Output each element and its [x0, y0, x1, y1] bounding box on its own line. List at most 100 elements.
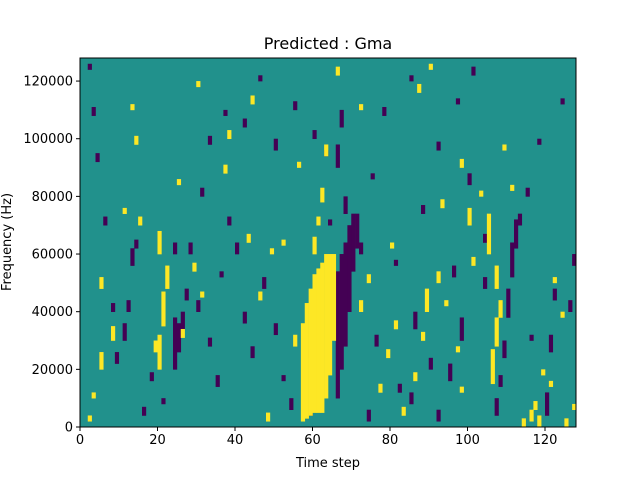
heatmap-cell-low — [428, 357, 433, 370]
heatmap-cell-high — [250, 95, 255, 105]
heatmap-cell-low — [529, 334, 534, 341]
heatmap-cell-low — [293, 101, 298, 111]
heatmap-cell-low — [339, 254, 344, 370]
heatmap-cell-low — [343, 242, 348, 347]
heatmap-cell-high — [246, 233, 251, 243]
heatmap-cell-high — [502, 144, 507, 151]
heatmap-cell-high — [467, 207, 472, 226]
heatmap-cell-low — [351, 213, 356, 272]
heatmap-cell-high — [87, 415, 92, 422]
heatmap-cell-high — [359, 300, 364, 312]
heatmap-cell-low — [122, 323, 127, 341]
heatmap-cell-low — [467, 173, 472, 186]
y-tick-label: 100000 — [23, 132, 73, 147]
heatmap-cell-low — [374, 334, 379, 347]
heatmap-cell-low — [312, 130, 317, 140]
heatmap-cell-high — [417, 83, 422, 93]
heatmap-cell-high — [494, 265, 499, 289]
heatmap-cell-high — [180, 328, 185, 338]
heatmap-cell-high — [366, 274, 371, 284]
heatmap-cell-high — [266, 412, 271, 422]
heatmap-cell-high — [471, 256, 476, 266]
heatmap-cell-high — [200, 291, 205, 298]
heatmap-cell-low — [452, 265, 457, 278]
heatmap-cell-low — [103, 216, 108, 226]
heatmap-cell-low — [328, 219, 333, 226]
y-tick-label: 20000 — [32, 363, 73, 378]
heatmap-cell-low — [510, 242, 515, 278]
heatmap-cell-low — [370, 173, 375, 180]
heatmap-cell-low — [242, 311, 247, 324]
heatmap-cell-high — [440, 199, 445, 209]
y-tick-label: 60000 — [32, 248, 73, 263]
heatmap-cell-high — [304, 303, 309, 419]
heatmap-cell-low — [87, 63, 92, 70]
heatmap-cell-low — [382, 107, 387, 116]
heatmap-cell-low — [130, 248, 135, 266]
heatmap-cell-high — [521, 418, 526, 428]
heatmap-cell-high — [130, 104, 135, 111]
heatmap-cell-low — [258, 75, 263, 82]
heatmap-cell-low — [572, 254, 577, 266]
heatmap-cell-low — [196, 300, 201, 312]
heatmap-cell-low — [455, 98, 461, 105]
heatmap-cell-high — [192, 262, 197, 272]
x-tick-label: 20 — [149, 433, 166, 448]
x-tick-label: 80 — [382, 433, 399, 448]
heatmap-cell-low — [343, 196, 348, 214]
heatmap-cell-high — [479, 190, 484, 197]
heatmap-cell-low — [359, 242, 364, 255]
heatmap-cell-low — [207, 337, 213, 347]
heatmap-cell-low — [235, 242, 240, 255]
heatmap-cell-high — [157, 230, 162, 255]
heatmap-cell-low — [176, 323, 182, 353]
heatmap-cell-low — [459, 317, 464, 341]
heatmap-cell-high — [138, 216, 143, 226]
heatmap-cell-high — [308, 288, 313, 416]
heatmap-cell-low — [227, 216, 232, 226]
heatmap-cell-low — [545, 392, 550, 416]
heatmap-cell-low — [207, 135, 213, 145]
heatmap-cell-high — [122, 207, 127, 214]
heatmap-cell-low — [161, 398, 166, 405]
heatmap-cell-high — [564, 418, 569, 428]
heatmap-cell-high — [455, 346, 461, 353]
heatmap-cell-high — [324, 144, 329, 157]
heatmap-cell-low — [517, 213, 523, 226]
heatmap-cell-low — [91, 107, 96, 116]
x-tick-label: 40 — [227, 433, 244, 448]
heatmap-cell-low — [242, 118, 247, 128]
heatmap-cell-low — [355, 213, 360, 249]
heatmap-cell-high — [91, 392, 96, 399]
heatmap-cell-low — [514, 219, 519, 249]
x-tick-label: 120 — [533, 433, 558, 448]
heatmap-cell-high — [320, 187, 325, 203]
heatmap-cell-low — [250, 346, 255, 359]
heatmap-cell-high — [359, 104, 364, 111]
heatmap-cell-low — [421, 205, 426, 214]
heatmap-cell-low — [560, 98, 565, 105]
heatmap-cell-high — [297, 161, 302, 168]
heatmap-cell-high — [281, 239, 286, 246]
heatmap-cell-high — [459, 386, 464, 393]
heatmap-cell-high — [320, 262, 325, 413]
heatmap-cell-low — [273, 138, 278, 151]
heatmap-cell-low — [471, 66, 476, 76]
heatmap-cell-high — [165, 265, 170, 289]
heatmap-cell-high — [316, 268, 321, 413]
heatmap-cell-low — [126, 300, 131, 312]
y-tick-label: 40000 — [32, 305, 73, 320]
heatmap-cell-low — [173, 317, 178, 370]
heatmap-cell-high — [331, 254, 337, 341]
heatmap-cell-low — [215, 375, 220, 387]
x-tick-label: 0 — [76, 433, 84, 448]
heatmap-cell-low — [219, 271, 224, 278]
heatmap-cell-high — [223, 164, 228, 174]
heatmap-cell-high — [436, 271, 441, 284]
heatmap-cell-low — [525, 187, 530, 197]
heatmap-cell-low — [366, 409, 371, 422]
heatmap-cell-low — [548, 334, 554, 353]
heatmap-cells — [87, 63, 577, 428]
y-tick-label: 0 — [65, 421, 73, 436]
heatmap-cell-high — [498, 300, 503, 318]
